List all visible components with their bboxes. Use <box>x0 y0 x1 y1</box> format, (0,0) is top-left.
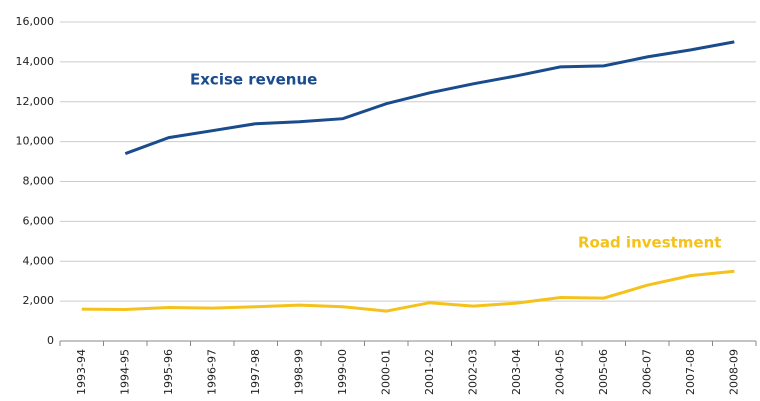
y-tick-label: 12,000 <box>16 95 55 108</box>
x-tick-label: 1995-96 <box>162 349 175 395</box>
x-tick-label: 1993-94 <box>75 349 88 395</box>
y-tick-label: 8,000 <box>23 175 55 188</box>
y-tick-label: 6,000 <box>23 214 55 227</box>
y-tick-label: 2,000 <box>23 294 55 307</box>
x-tick-label: 1996-97 <box>205 349 218 395</box>
series-label: Road investment <box>578 234 721 252</box>
series-line <box>124 40 735 156</box>
series-line <box>81 269 735 313</box>
y-tick-label: 10,000 <box>16 135 55 148</box>
x-tick-label: 2001-02 <box>423 349 436 395</box>
x-tick-label: 1994-95 <box>118 349 131 395</box>
x-tick-label: 2008-09 <box>727 349 740 395</box>
x-tick-label: 1999-00 <box>336 349 349 395</box>
x-tick-label: 2005-06 <box>597 349 610 395</box>
x-tick-label: 2007-08 <box>684 349 697 395</box>
y-tick-label: 16,000 <box>16 15 55 28</box>
series-label: Excise revenue <box>190 71 317 89</box>
x-tick-label: 2002-03 <box>466 349 479 395</box>
x-tick-label: 2004-05 <box>553 349 566 395</box>
x-tick-label: 2006-07 <box>640 349 653 395</box>
y-tick-label: 14,000 <box>16 55 55 68</box>
x-tick-label: 1997-98 <box>249 349 262 395</box>
y-tick-label: 4,000 <box>23 254 55 267</box>
x-tick-label: 2003-04 <box>510 349 523 395</box>
x-tick-label: 2000-01 <box>379 349 392 395</box>
y-tick-label: 0 <box>47 334 54 347</box>
x-tick-label: 1998-99 <box>292 349 305 395</box>
